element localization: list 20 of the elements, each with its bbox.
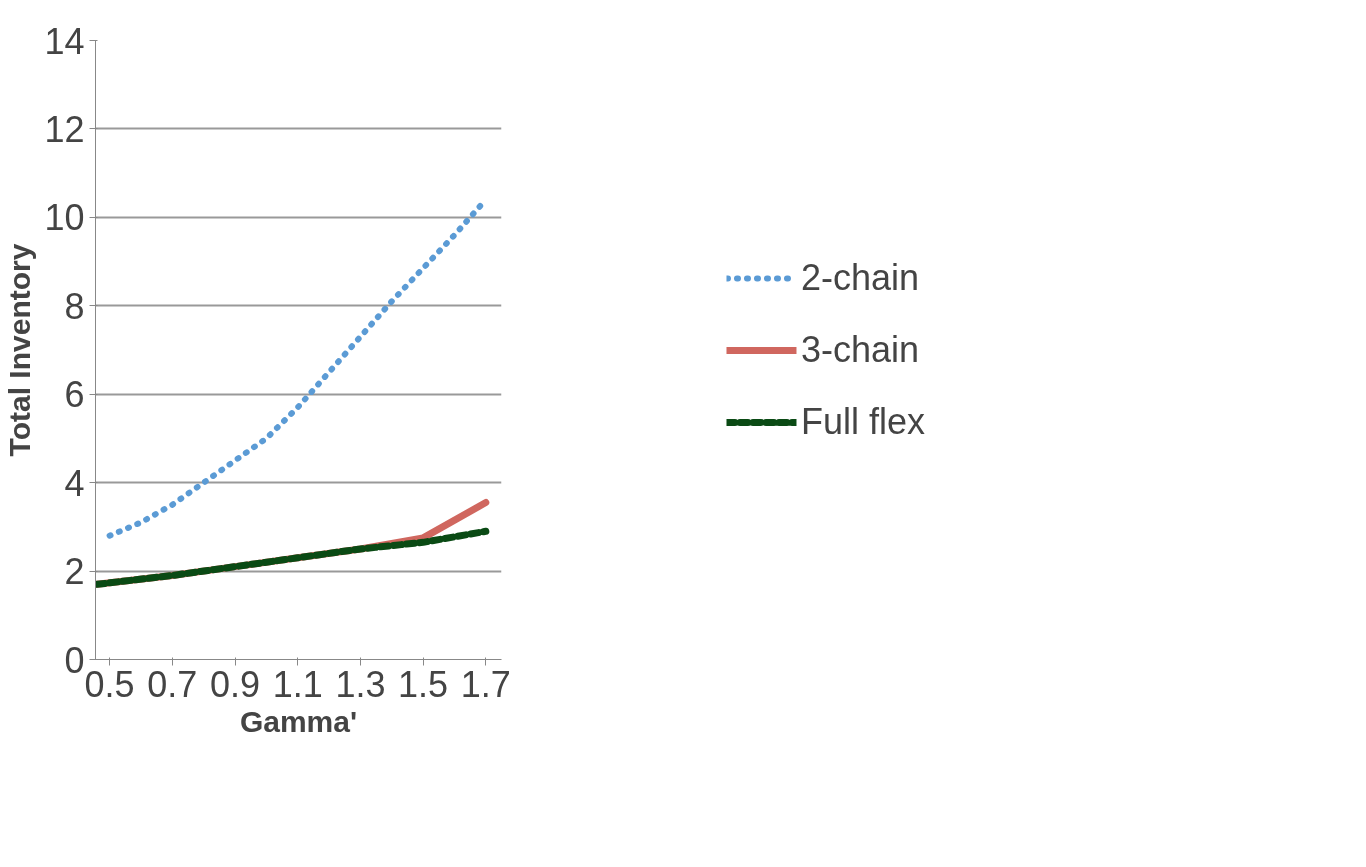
x-axis-title: Gamma' — [239, 704, 358, 738]
x-tick-label: 0.9 — [209, 663, 261, 705]
y-tick-label: 8 — [64, 285, 85, 327]
y-tick-label: 10 — [44, 197, 85, 239]
x-tick-label: 1.1 — [272, 663, 323, 705]
x-tick-label: 1.3 — [335, 663, 386, 705]
y-tick-label: 14 — [44, 20, 85, 62]
y-tick-label: 12 — [44, 108, 85, 150]
y-tick-label: 2 — [64, 551, 85, 593]
legend-label: 2-chain — [800, 256, 920, 299]
y-tick-label: 0 — [64, 639, 85, 681]
legend-label: 3-chain — [800, 328, 920, 371]
y-tick-label: 4 — [64, 462, 85, 504]
y-axis-title: Total Inventory — [3, 243, 37, 457]
x-tick-label: 1.5 — [398, 663, 449, 705]
x-tick-label: 1.7 — [460, 663, 511, 705]
y-tick-label: 6 — [64, 374, 85, 416]
x-tick-label: 0.7 — [147, 663, 198, 705]
x-tick-label: 0.5 — [84, 663, 135, 705]
legend-label: Full flex — [800, 400, 926, 443]
